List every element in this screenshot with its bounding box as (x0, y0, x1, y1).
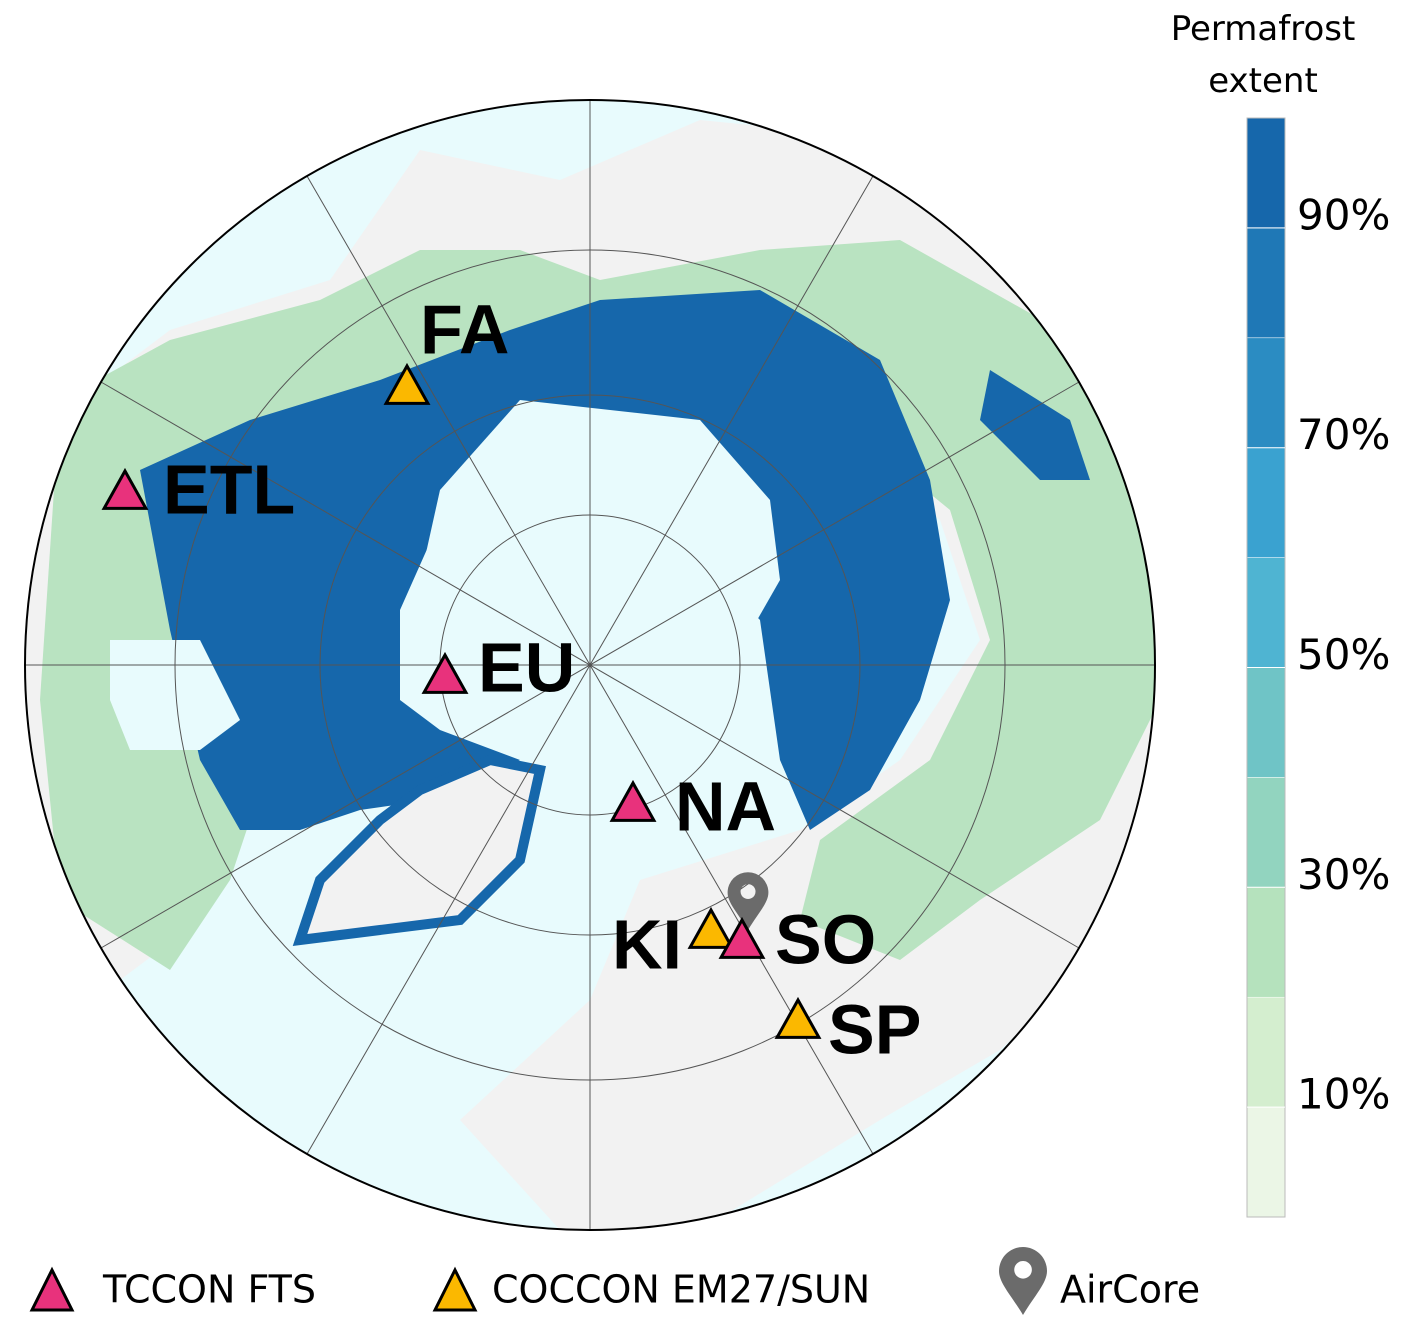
site-marker (421, 651, 469, 694)
site-marker (774, 996, 822, 1039)
colorbar-tick-label: 10% (1297, 1070, 1390, 1119)
site-label: SO (775, 900, 876, 978)
site-marker (383, 362, 431, 405)
site-marker (609, 779, 657, 822)
legend: TCCON FTS COCCON EM27/SUN AirCore (29, 1247, 1200, 1315)
site-label: KI (612, 905, 682, 983)
permafrost-high (980, 370, 1090, 480)
colorbar: Permafrost extent 90% 70% 50% 30% 10% (1171, 9, 1390, 1218)
site-label: ETL (163, 450, 295, 528)
site-marker (687, 906, 735, 949)
legend-marker (29, 1266, 75, 1312)
map-border (24, 99, 1156, 1231)
colorbar-band (1246, 777, 1286, 888)
greenland (292, 754, 546, 946)
colorbar-title: Permafrost (1171, 9, 1356, 49)
site-label: SP (828, 990, 921, 1068)
colorbar-band (1246, 667, 1286, 778)
legend-label: AirCore (1060, 1268, 1200, 1312)
colorbar-title: extent (1208, 61, 1318, 101)
colorbar-tick-label: 30% (1297, 850, 1390, 899)
colorbar-band (1246, 887, 1286, 998)
legend-label: COCCON EM27/SUN (492, 1268, 870, 1312)
colorbar-tick-label: 50% (1297, 630, 1390, 679)
legend-marker (432, 1266, 478, 1312)
colorbar-band (1246, 227, 1286, 339)
aircore-marker (727, 872, 769, 930)
colorbar-band (1246, 557, 1286, 668)
sites: FA ETL EU NA KI SO SP (101, 290, 921, 1068)
site-marker (101, 467, 149, 510)
legend-label: TCCON FTS (102, 1268, 316, 1312)
bay (110, 640, 240, 750)
permafrost-high (140, 290, 950, 830)
site-marker (718, 916, 766, 959)
colorbar-band (1246, 117, 1286, 229)
aircore-marker (999, 1247, 1047, 1315)
colorbar-band (1246, 1106, 1286, 1218)
site-label: EU (478, 628, 575, 706)
colorbar-band (1246, 996, 1286, 1108)
colorbar-band (1246, 447, 1286, 558)
site-label: NA (675, 767, 776, 845)
site-label: FA (420, 290, 509, 368)
map (25, 100, 1155, 1230)
colorbar-tick-label: 70% (1297, 410, 1390, 459)
polar-ocean (420, 400, 780, 690)
colorbar-tick-label: 90% (1297, 190, 1390, 239)
colorbar-band (1246, 337, 1286, 448)
